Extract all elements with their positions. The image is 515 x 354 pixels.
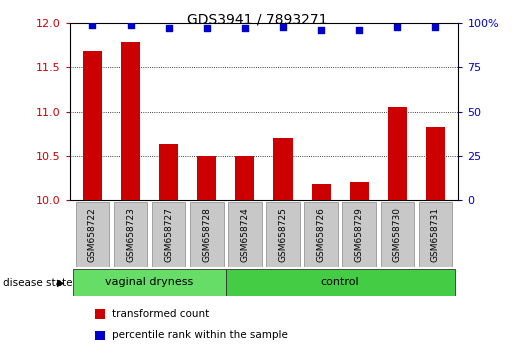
- Text: GSM658726: GSM658726: [317, 207, 325, 262]
- Bar: [159, 144, 178, 200]
- Point: [164, 25, 173, 31]
- Bar: [304, 202, 338, 267]
- Text: GSM658725: GSM658725: [279, 207, 287, 262]
- Text: GSM658724: GSM658724: [241, 207, 249, 262]
- Point: [432, 24, 440, 29]
- Bar: [266, 202, 300, 267]
- Bar: [73, 269, 226, 296]
- Text: GSM658728: GSM658728: [202, 207, 211, 262]
- Bar: [152, 202, 185, 267]
- Text: GDS3941 / 7893271: GDS3941 / 7893271: [187, 12, 328, 27]
- Point: [317, 27, 325, 33]
- Bar: [381, 202, 414, 267]
- Point: [279, 24, 287, 29]
- Point: [88, 22, 96, 28]
- Point: [126, 22, 134, 28]
- Text: GSM658722: GSM658722: [88, 207, 97, 262]
- Bar: [228, 202, 262, 267]
- Text: GSM658729: GSM658729: [355, 207, 364, 262]
- Bar: [419, 202, 452, 267]
- Bar: [197, 156, 216, 200]
- Text: GSM658731: GSM658731: [431, 207, 440, 262]
- Bar: [388, 107, 407, 200]
- Bar: [426, 126, 445, 200]
- Bar: [235, 156, 254, 200]
- Text: vaginal dryness: vaginal dryness: [106, 277, 194, 287]
- Text: GSM658727: GSM658727: [164, 207, 173, 262]
- Text: GSM658723: GSM658723: [126, 207, 135, 262]
- Point: [393, 24, 402, 29]
- Bar: [114, 202, 147, 267]
- Text: percentile rank within the sample: percentile rank within the sample: [112, 330, 288, 340]
- Point: [241, 25, 249, 31]
- Text: disease state: disease state: [3, 278, 72, 288]
- Point: [355, 27, 364, 33]
- Bar: [121, 42, 140, 200]
- Bar: [76, 202, 109, 267]
- Bar: [273, 138, 293, 200]
- Text: GSM658730: GSM658730: [393, 207, 402, 262]
- Point: [202, 25, 211, 31]
- Text: control: control: [321, 277, 359, 287]
- Bar: [350, 182, 369, 200]
- Bar: [342, 202, 376, 267]
- Bar: [190, 202, 224, 267]
- Text: transformed count: transformed count: [112, 309, 210, 319]
- Text: ▶: ▶: [57, 278, 64, 288]
- Bar: [226, 269, 455, 296]
- Bar: [312, 184, 331, 200]
- Bar: [83, 51, 102, 200]
